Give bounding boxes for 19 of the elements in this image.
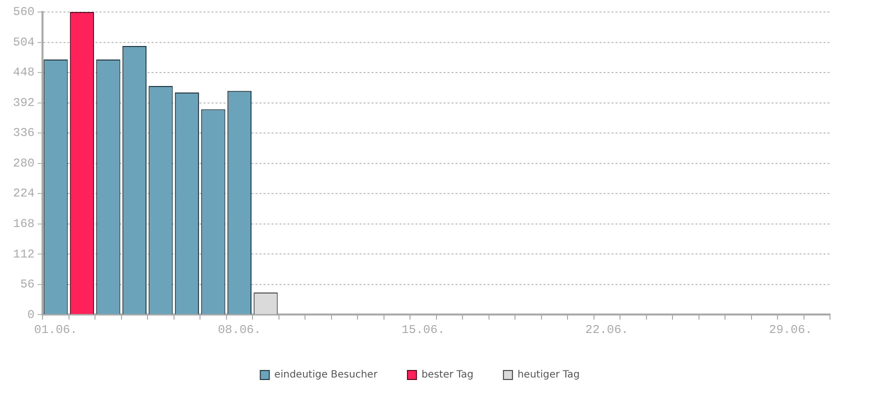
y-tick-label: 560 [12, 5, 35, 20]
legend-label: eindeutige Besucher [274, 370, 378, 381]
y-tick-label: 224 [12, 186, 35, 201]
y-tick-label: 336 [12, 126, 35, 140]
x-tick-label: 01.06. [34, 322, 78, 337]
x-tick-label: 29.06. [769, 322, 812, 337]
y-tick-label: 392 [12, 96, 35, 110]
y-tick-label: 504 [12, 35, 35, 50]
y-tick-label: 56 [20, 278, 35, 292]
legend-label: heutiger Tag [517, 370, 580, 381]
y-tick-label: 448 [12, 66, 35, 80]
legend-label: bester Tag [421, 370, 474, 381]
x-tick-label: 08.06. [218, 322, 262, 337]
x-tick-label: 22.06. [585, 322, 629, 337]
y-tick-label: 112 [12, 247, 35, 262]
y-tick-label: 168 [12, 216, 35, 231]
x-tick-label: 15.06. [402, 322, 445, 337]
y-tick-label: 0 [27, 308, 35, 322]
y-tick-label: 280 [12, 156, 35, 170]
